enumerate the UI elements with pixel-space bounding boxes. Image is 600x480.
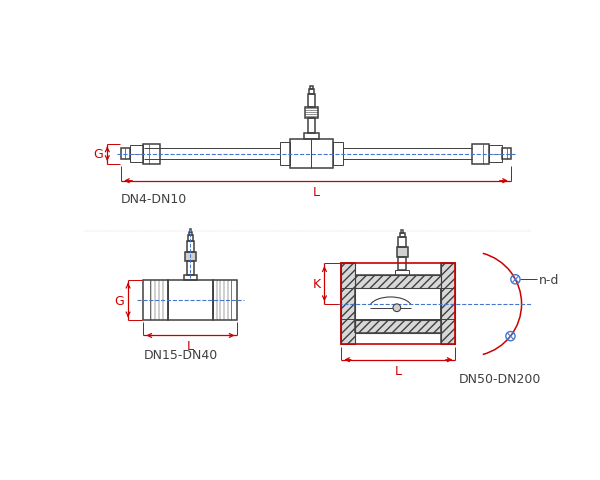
Bar [189,232,192,236]
Bar [187,261,194,275]
Text: DN4-DN10: DN4-DN10 [121,193,187,206]
Circle shape [393,304,401,312]
Bar [442,264,455,345]
Text: DN50-DN200: DN50-DN200 [459,372,542,385]
Text: L: L [187,340,194,353]
Bar [305,108,317,118]
Bar [188,236,193,241]
Bar [168,280,213,320]
Text: n-d: n-d [539,273,559,286]
Bar [309,90,314,95]
Bar [398,257,406,271]
Bar [355,276,442,288]
Bar [341,264,355,345]
Bar [395,271,409,276]
Text: L: L [313,185,319,198]
Bar [184,275,197,280]
Bar [213,280,238,320]
Bar [187,241,194,252]
Bar [355,320,442,333]
Bar [502,149,511,160]
Bar [400,233,404,238]
Bar [290,140,333,169]
Bar [143,144,160,165]
Text: G: G [94,148,103,161]
Bar [308,118,315,133]
Bar [341,264,455,345]
Text: G: G [115,294,124,307]
Bar [489,146,502,163]
Bar [355,276,442,288]
Bar [130,146,143,163]
Bar [442,264,455,345]
Bar [341,264,355,345]
Text: L: L [395,364,402,377]
Bar [185,252,196,261]
Bar [190,230,191,232]
Bar [310,87,313,90]
Bar [121,149,130,160]
Bar [304,133,319,140]
Bar [397,248,407,257]
Bar [472,144,489,165]
Bar [308,95,315,108]
Bar [280,143,290,166]
Bar [398,238,406,248]
Text: DN15-DN40: DN15-DN40 [143,348,218,361]
Bar [333,143,343,166]
Bar [401,230,403,233]
Text: K: K [313,277,320,290]
Bar [355,320,442,333]
Bar [143,280,168,320]
